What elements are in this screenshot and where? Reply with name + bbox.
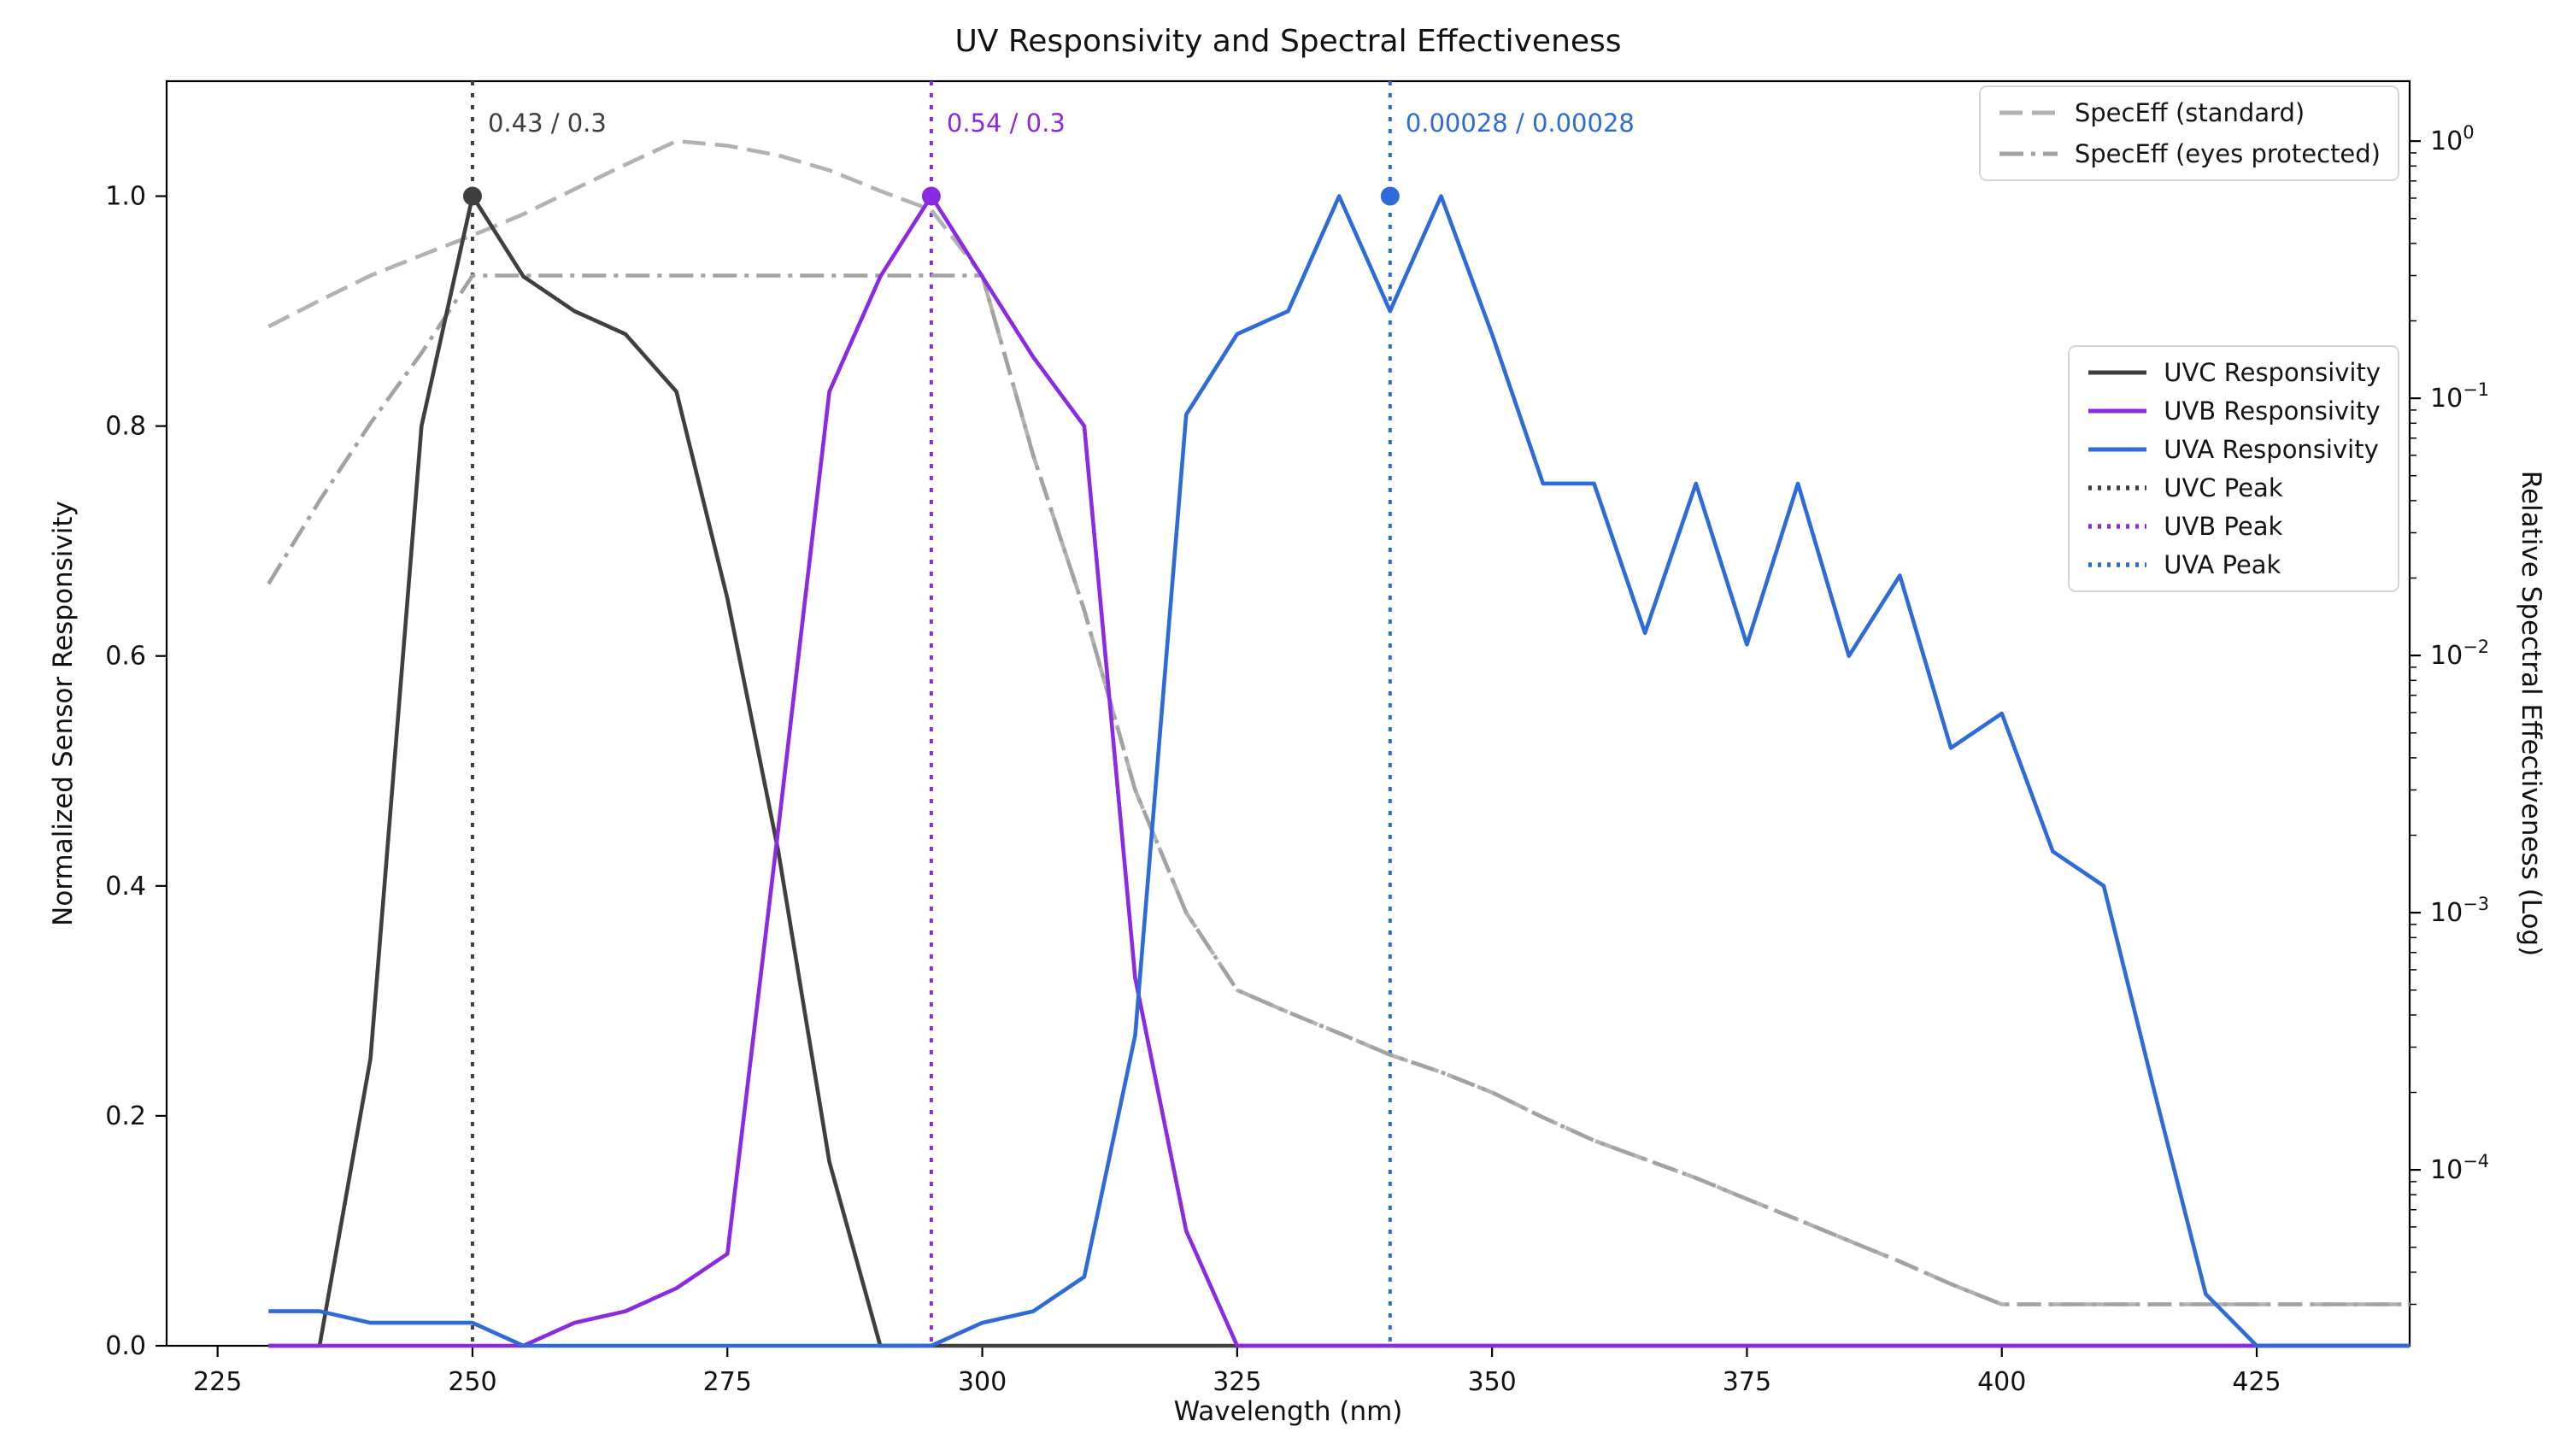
x-axis-label: Wavelength (nm)	[1173, 1396, 1403, 1427]
legend-series: UVC Responsivity UVB Responsivity UVA Resp…	[2068, 345, 2399, 592]
legend-item-label: UVA Responsivity	[2164, 435, 2379, 464]
x-tick-label: 250	[448, 1367, 496, 1397]
legend-item-uvc-responsivity: UVC Responsivity	[2087, 355, 2381, 390]
legend-item-label: SpecEff (standard)	[2074, 98, 2305, 127]
y-left-tick-label: 0.0	[105, 1331, 146, 1361]
x-tick-label: 275	[703, 1367, 752, 1397]
peak-marker-uvc-peak	[462, 186, 482, 206]
legend-sample-icon	[2088, 562, 2147, 567]
x-tick-label: 300	[958, 1367, 1007, 1397]
x-tick-label: 375	[1723, 1367, 1771, 1397]
legend-sample-icon	[2088, 447, 2147, 452]
y-right-tick-label: 100	[2430, 122, 2475, 156]
chart-title: UV Responsivity and Spectral Effectivene…	[954, 24, 1622, 59]
x-tick-label: 350	[1468, 1367, 1517, 1397]
legend-sample-icon	[1999, 151, 2058, 156]
y-left-tick-label: 0.8	[105, 412, 146, 442]
x-tick-label: 325	[1213, 1367, 1261, 1397]
legend-item-label: UVA Peak	[2164, 550, 2281, 579]
legend-item-uva-peak: UVA Peak	[2087, 548, 2381, 582]
legend-item-label: UVC Responsivity	[2164, 358, 2381, 387]
legend-item-label: UVC Peak	[2164, 473, 2283, 502]
series-line-speceff-standard-	[267, 138, 2410, 1306]
legend-item-uvc-peak: UVC Peak	[2087, 471, 2381, 505]
y-right-tick-label: 10−4	[2430, 1151, 2489, 1185]
y-axis-label-right: Relative Spectral Effectiveness (Log)	[2516, 470, 2546, 957]
legend-item-speceff-standard-: SpecEff (standard)	[1998, 96, 2381, 130]
x-tick-label: 400	[1977, 1367, 2026, 1397]
legend-sample-icon	[1999, 110, 2058, 115]
legend-item-uvb-peak: UVB Peak	[2087, 509, 2381, 543]
peak-marker-uva-peak	[1380, 186, 1400, 206]
legend-item-label: SpecEff (eyes protected)	[2074, 139, 2381, 168]
y-left-tick-label: 0.6	[105, 642, 146, 672]
y-right-tick-label: 10−1	[2430, 379, 2489, 414]
legend-item-uvb-responsivity: UVB Responsivity	[2087, 394, 2381, 428]
legend-sample-icon	[2088, 370, 2147, 375]
series-line-uvb-responsivity	[268, 194, 2410, 1348]
legend-sample-icon	[2088, 485, 2147, 490]
peak-annotation-uvc-peak: 0.43 / 0.3	[487, 109, 607, 138]
y-right-tick-label: 10−3	[2430, 894, 2489, 928]
legend-item-uva-responsivity: UVA Responsivity	[2087, 432, 2381, 467]
series-line-uva-responsivity	[268, 194, 2410, 1348]
peak-annotation-uvb-peak: 0.54 / 0.3	[946, 109, 1066, 138]
axes-frame	[165, 79, 2411, 1347]
y-left-tick-label: 0.2	[105, 1101, 146, 1131]
legend-item-speceff-eyes-protected-: SpecEff (eyes protected)	[1998, 137, 2381, 171]
series-line-speceff-eyes-protected-	[267, 273, 2410, 1306]
legend-speceff: SpecEff (standard) SpecEff (eyes protecte…	[1978, 85, 2399, 181]
legend-sample-icon	[2088, 408, 2147, 414]
y-axis-label-left: Normalized Sensor Responsivity	[48, 501, 79, 926]
x-tick-label: 425	[2232, 1367, 2281, 1397]
legend-item-label: UVB Responsivity	[2164, 396, 2381, 426]
y-left-tick-label: 0.4	[105, 872, 146, 901]
y-right-tick-label: 10−2	[2430, 637, 2489, 671]
peak-annotation-uva-peak: 0.00028 / 0.00028	[1405, 109, 1635, 138]
x-tick-label: 225	[193, 1367, 242, 1397]
peak-marker-uvb-peak	[921, 186, 941, 206]
legend-sample-icon	[2088, 524, 2147, 529]
legend-item-label: UVB Peak	[2164, 512, 2283, 541]
y-left-tick-label: 1.0	[105, 182, 146, 212]
